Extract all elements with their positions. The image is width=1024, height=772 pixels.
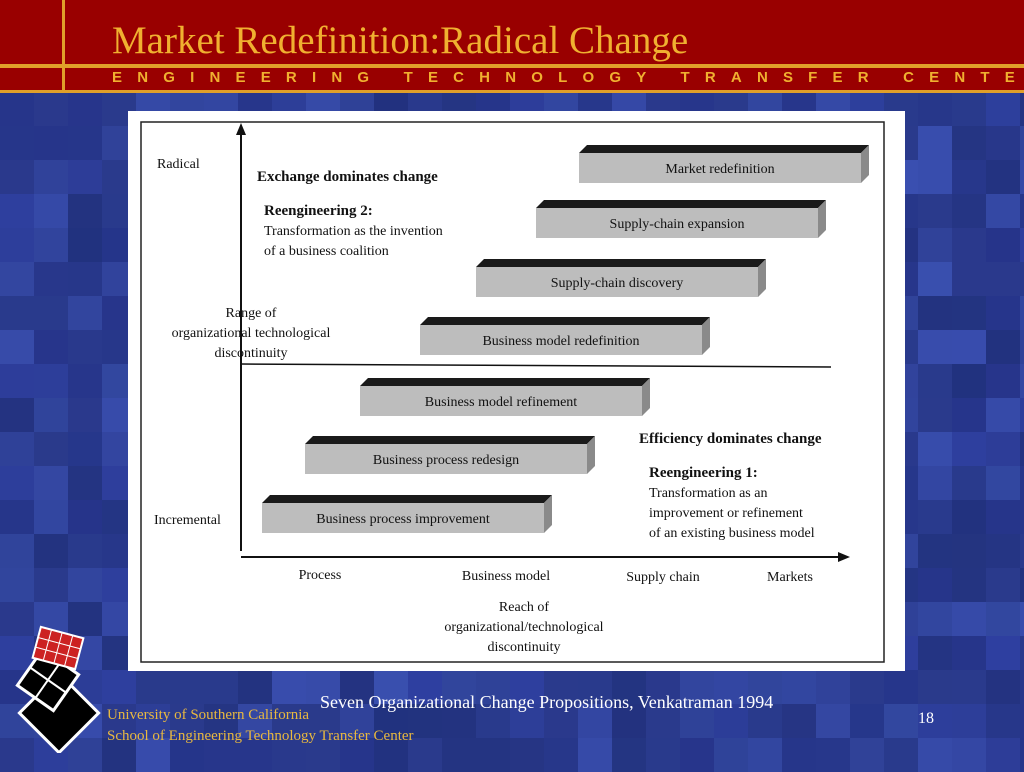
page-number: 18 [918,710,934,727]
step-bar-label: Business model redefinition [482,334,639,349]
upper-zone-heading: Exchange dominates change [257,169,438,185]
slide-subtitle: ENGINEERING TECHNOLOGY TRANSFER CENTER [112,69,1024,86]
figure-frame [140,121,885,663]
step-bar-side [758,259,766,297]
lower-zone-description-line-3: of an existing business model [649,526,815,541]
step-bar-side [587,436,595,474]
step-bars: Business process improvement Business pro… [262,145,869,533]
upper-zone-description-line-2: of a business coalition [264,244,389,259]
x-category-business-model: Business model [462,569,550,584]
step-bar-label: Business process redesign [373,453,519,468]
y-axis-title-line-1: Range of [226,306,277,321]
footer-school: School of Engineering Technology Transfe… [107,728,414,744]
step-bar-label: Business model refinement [425,395,578,410]
step-bar-top [360,378,650,386]
lower-zone-subheading: Reengineering 1: [649,465,758,481]
x-axis-title-line-1: Reach of [499,600,549,615]
x-category-supply-chain: Supply chain [626,570,700,585]
header-vertical-rule [62,0,65,92]
figure-caption: Seven Organizational Change Propositions… [320,692,774,712]
step-bar-face [305,444,587,474]
step-bar: Supply-chain discovery [476,259,766,297]
step-bar: Business model redefinition [420,317,710,355]
slide-title: Market Redefinition:Radical Change [112,19,689,62]
step-bar-side [702,317,710,355]
step-bar-label: Supply-chain expansion [610,217,745,232]
upper-zone-subheading: Reengineering 2: [264,203,373,219]
y-axis-title-line-3: discontinuity [214,346,287,361]
step-bar-side [861,145,869,183]
header-gold-rule [0,64,1024,68]
step-bar-top [536,200,826,208]
x-axis-title-line-3: discontinuity [487,640,560,655]
y-axis-arrowhead [236,123,246,135]
step-bar-top [579,145,869,153]
step-bar-label: Business process improvement [316,512,490,527]
step-bar: Supply-chain expansion [536,200,826,238]
step-bar-top [262,495,552,503]
slide-header: Market Redefinition:Radical Change ENGIN… [0,0,1024,93]
step-bar-label: Supply-chain discovery [551,276,684,291]
lower-zone-description-line-1: Transformation as an [649,486,767,501]
y-axis-title-line-2: organizational technological [172,326,331,341]
upper-zone-description-line-1: Transformation as the invention [264,224,443,239]
x-axis-title-line-2: organizational/technological [444,620,603,635]
step-bar: Business process redesign [305,436,595,474]
step-bar-label: Market redefinition [665,162,774,177]
step-bar-face [579,153,861,183]
figure-panel: Radical Incremental Range of organizatio… [128,111,905,671]
step-bar-face [536,208,818,238]
x-category-markets: Markets [767,570,813,585]
step-bar: Business process improvement [262,495,552,533]
usc-logo-icon [15,625,101,753]
step-bar-face [476,267,758,297]
lower-zone-description-line-2: improvement or refinement [649,506,803,521]
step-bar-side [642,378,650,416]
y-axis-bottom-label: Incremental [154,513,221,528]
step-bar-top [420,317,710,325]
step-bar-face [360,386,642,416]
step-bar-face [262,503,544,533]
footer-university: University of Southern California [107,707,310,723]
step-bar-side [544,495,552,533]
x-axis-arrowhead [838,552,850,562]
step-bar-face [420,325,702,355]
step-bar-side [818,200,826,238]
header-bottom-rule [0,90,1024,93]
zone-divider [240,363,832,368]
change-propositions-diagram: Radical Incremental Range of organizatio… [140,121,885,663]
lower-zone-heading: Efficiency dominates change [639,431,822,447]
step-bar-top [476,259,766,267]
step-bar: Business model refinement [360,378,650,416]
y-axis-top-label: Radical [157,157,200,172]
x-category-process: Process [299,568,342,583]
step-bar: Market redefinition [579,145,869,183]
step-bar-top [305,436,595,444]
